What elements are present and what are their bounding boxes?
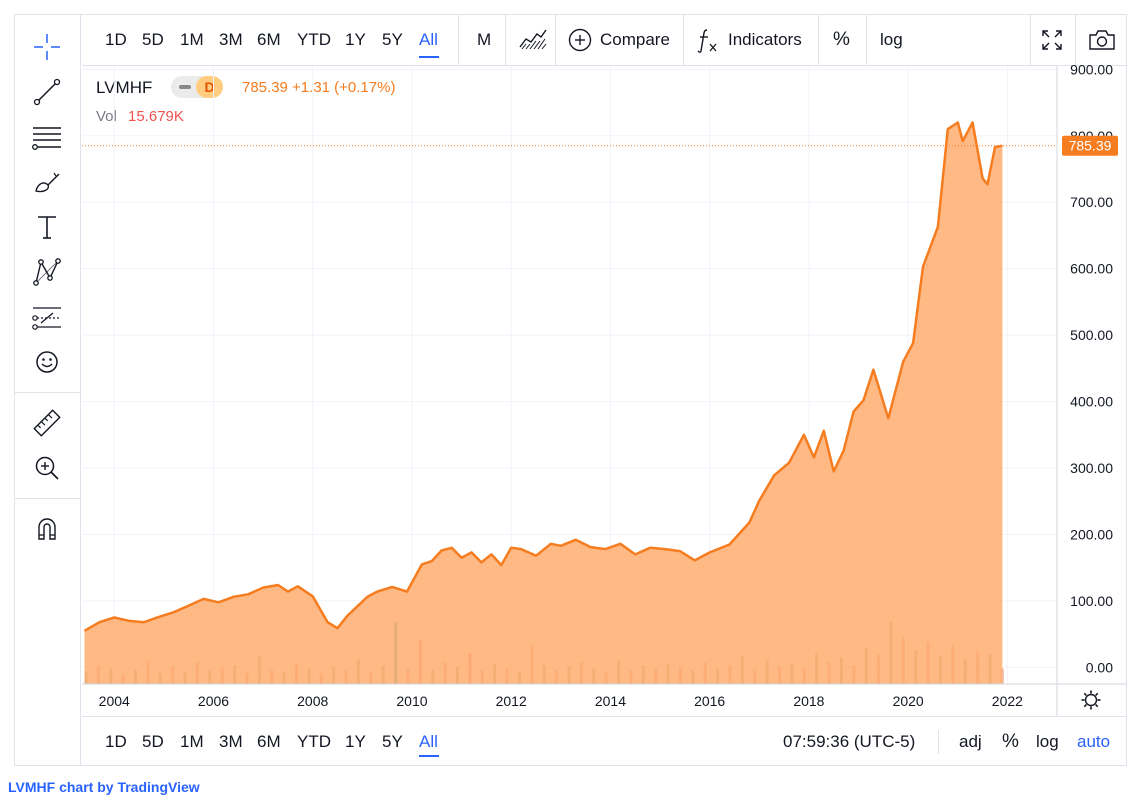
fib-retracement-icon[interactable] bbox=[30, 120, 64, 154]
toolbar-divider bbox=[1075, 14, 1076, 65]
credit-text: chart by bbox=[59, 779, 114, 795]
toolbar-divider bbox=[14, 498, 80, 499]
toolbar-divider bbox=[866, 14, 867, 65]
ruler-icon[interactable] bbox=[30, 406, 64, 440]
credit-brand: TradingView bbox=[117, 779, 200, 795]
range-5y-button[interactable]: 5Y bbox=[382, 30, 403, 49]
interval-button[interactable]: M bbox=[477, 30, 492, 49]
active-range-underline bbox=[419, 56, 439, 58]
clock-timezone[interactable]: 07:59:36 (UTC-5) bbox=[783, 732, 916, 751]
prediction-icon[interactable] bbox=[30, 300, 64, 334]
toolbar-divider bbox=[683, 14, 684, 65]
bottom-range-1m-button[interactable]: 1M bbox=[180, 732, 204, 751]
trend-line-icon[interactable] bbox=[30, 75, 64, 109]
bottom-toolbar: 1D 5D 1M 3M 6M YTD 1Y 5Y All 07:59:36 (U… bbox=[82, 716, 1127, 766]
last-quote: 785.39 +1.31 (+0.17%) bbox=[242, 79, 396, 96]
range-1d-button[interactable]: 1D bbox=[105, 30, 127, 49]
text-tool-icon[interactable] bbox=[30, 210, 64, 244]
bottom-range-ytd-button[interactable]: YTD bbox=[297, 732, 331, 751]
bottom-divider bbox=[938, 730, 939, 754]
volume-label: Vol bbox=[96, 108, 117, 125]
range-all-button[interactable]: All bbox=[419, 30, 438, 49]
magnet-icon[interactable] bbox=[30, 512, 64, 546]
zoom-in-icon[interactable] bbox=[30, 451, 64, 485]
chart-style-icon[interactable] bbox=[519, 27, 547, 53]
auto-scale-button[interactable]: auto bbox=[1077, 732, 1111, 751]
range-6m-button[interactable]: 6M bbox=[257, 30, 281, 49]
bottom-range-1d-button[interactable]: 1D bbox=[105, 732, 127, 751]
symbol-name[interactable]: LVMHF bbox=[96, 78, 153, 97]
adj-button[interactable]: adj bbox=[959, 732, 982, 751]
bottom-range-1y-button[interactable]: 1Y bbox=[345, 732, 366, 751]
bottom-log-button[interactable]: log bbox=[1036, 732, 1059, 751]
range-1y-button[interactable]: 1Y bbox=[345, 30, 366, 49]
percent-button[interactable]: % bbox=[833, 29, 850, 50]
bottom-range-5d-button[interactable]: 5D bbox=[142, 732, 164, 751]
credit-symbol: LVMHF bbox=[8, 779, 56, 795]
fx-icon[interactable] bbox=[696, 27, 720, 53]
bottom-range-6m-button[interactable]: 6M bbox=[257, 732, 281, 751]
toolbar-divider bbox=[505, 14, 506, 65]
indicators-button[interactable]: Indicators bbox=[728, 30, 802, 49]
bottom-range-5y-button[interactable]: 5Y bbox=[382, 732, 403, 751]
range-ytd-button[interactable]: YTD bbox=[297, 30, 331, 49]
compare-button[interactable]: Compare bbox=[600, 30, 670, 49]
drawing-toolbar bbox=[14, 14, 81, 766]
range-1m-button[interactable]: 1M bbox=[180, 30, 204, 49]
range-5d-button[interactable]: 5D bbox=[142, 30, 164, 49]
toolbar-divider bbox=[458, 14, 459, 65]
crosshair-icon[interactable] bbox=[30, 30, 64, 64]
toolbar-divider bbox=[555, 14, 556, 65]
top-toolbar: 1D 5D 1M 3M 6M YTD 1Y 5Y All M Compare I… bbox=[82, 14, 1127, 66]
fullscreen-icon[interactable] bbox=[1041, 29, 1063, 51]
bottom-percent-button[interactable]: % bbox=[1002, 731, 1019, 752]
bottom-range-all-button[interactable]: All bbox=[419, 732, 438, 751]
camera-icon[interactable] bbox=[1088, 28, 1116, 52]
pattern-icon[interactable] bbox=[30, 255, 64, 289]
toolbar-divider bbox=[818, 14, 819, 65]
interval-badge: D bbox=[196, 76, 223, 98]
visibility-toggle[interactable]: D bbox=[171, 76, 223, 98]
smiley-icon[interactable] bbox=[30, 345, 64, 379]
brush-icon[interactable] bbox=[30, 165, 64, 199]
toolbar-divider bbox=[1030, 14, 1031, 65]
chart-frame bbox=[14, 14, 1127, 766]
range-3m-button[interactable]: 3M bbox=[219, 30, 243, 49]
eye-toggle-icon bbox=[179, 85, 191, 89]
bottom-active-underline bbox=[419, 755, 439, 757]
toolbar-divider bbox=[14, 392, 80, 393]
volume-value: 15.679K bbox=[128, 108, 184, 125]
log-button[interactable]: log bbox=[880, 30, 903, 49]
tradingview-credit[interactable]: LVMHF chart by TradingView bbox=[8, 779, 200, 795]
compare-plus-icon[interactable] bbox=[568, 28, 592, 52]
bottom-range-3m-button[interactable]: 3M bbox=[219, 732, 243, 751]
